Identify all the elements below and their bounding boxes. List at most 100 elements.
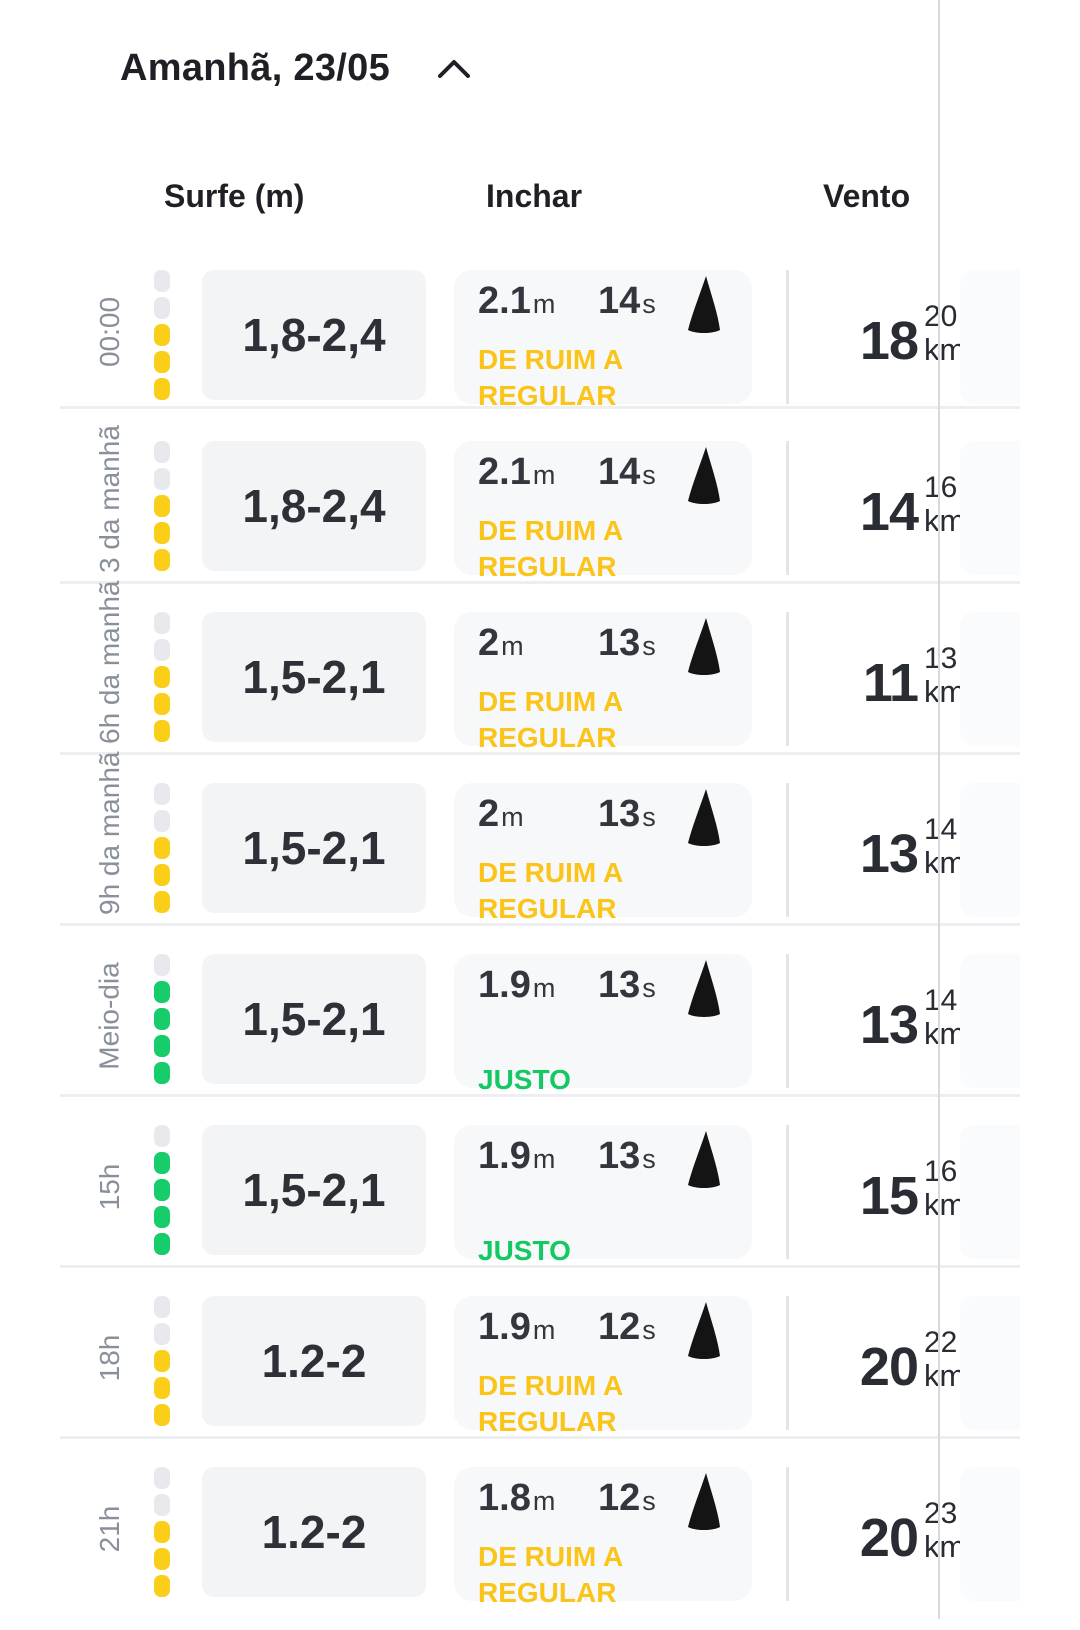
- wind-unit-km: km: [924, 1529, 966, 1564]
- time-label-wrap: 9h da manhã: [60, 751, 160, 915]
- swell-period-value: 13: [598, 964, 641, 1006]
- rating-segment: [154, 1494, 170, 1516]
- swell-height-value: 1.9: [478, 1306, 531, 1348]
- day-title: Amanhã, 23/05: [120, 46, 391, 89]
- swell-direction-arrow-icon: [688, 447, 720, 504]
- rating-segment: [154, 1062, 170, 1084]
- time-label: 21h: [94, 1505, 125, 1553]
- wind-divider: [786, 783, 789, 917]
- rating-segment: [154, 1296, 170, 1318]
- next-column-card: [960, 441, 1020, 575]
- swell-period-unit: s: [642, 631, 656, 661]
- swell-period-unit: s: [642, 1315, 656, 1345]
- swell-card: 1.9m 13s JUSTO: [454, 1125, 752, 1266]
- forecast-row[interactable]: 00:00 1,8-2,4 2.1m 14s DE RUIM A REGULAR 18 20…: [60, 262, 1020, 433]
- swell-period: 13s: [598, 1135, 656, 1178]
- wind-divider: [786, 441, 789, 575]
- time-label: 3 da manhã: [94, 425, 125, 573]
- wind-speed: 11: [862, 653, 919, 713]
- rating-segment: [154, 1125, 170, 1147]
- wind-divider: [786, 612, 789, 746]
- next-column-card: [960, 270, 1020, 404]
- time-label-wrap: 3 da manhã: [60, 425, 160, 573]
- row-separator: [60, 581, 1020, 584]
- rating-segment: [154, 378, 170, 400]
- row-separator: [60, 406, 1020, 409]
- day-header[interactable]: Amanhã, 23/05: [120, 40, 474, 96]
- next-column-card: [960, 612, 1020, 746]
- forecast-row[interactable]: 6h da manhã 1,5-2,1 2m 13s DE RUIM A REGULAR…: [60, 581, 1020, 775]
- swell-direction-arrow-icon: [688, 1131, 720, 1188]
- column-header-swell: Inchar: [486, 178, 583, 214]
- row-separator: [60, 1094, 1020, 1097]
- forecast-row[interactable]: 9h da manhã 1,5-2,1 2m 13s DE RUIM A REGULAR…: [60, 751, 1020, 946]
- forecast-row[interactable]: 3 da manhã 1,8-2,4 2.1m 14s DE RUIM A REGULA…: [60, 425, 1020, 604]
- wind-gust: 20: [924, 300, 958, 333]
- time-label: 00:00: [94, 296, 125, 368]
- rating-segment: [154, 639, 170, 661]
- rating-segment: [154, 891, 170, 913]
- swell-card: 1.9m 13s JUSTO: [454, 954, 752, 1095]
- swell-height: 2m: [478, 793, 524, 836]
- next-column-card: [960, 954, 1020, 1088]
- row-separator: [60, 1436, 1020, 1439]
- swell-period: 14s: [598, 451, 656, 494]
- scroll-divider-line: [938, 0, 940, 1619]
- surf-height: 1,5-2,1: [202, 1125, 426, 1255]
- rating-segment: [154, 612, 170, 634]
- swell-period-value: 13: [598, 793, 641, 835]
- swell-period-value: 12: [598, 1306, 641, 1348]
- wind-gust: 14: [924, 813, 958, 846]
- rating-segment: [154, 468, 170, 490]
- wind-divider: [786, 954, 789, 1088]
- rating-segment: [154, 270, 170, 292]
- time-label-wrap: 21h: [60, 1459, 160, 1599]
- swell-height: 2.1m: [478, 451, 555, 494]
- wind-unit-km: km: [924, 1187, 966, 1222]
- rating-segment: [154, 1035, 170, 1057]
- swell-height-value: 2: [478, 622, 500, 664]
- swell-card: 2m 13s DE RUIM A REGULAR: [454, 612, 752, 753]
- wind-speed: 20: [859, 1337, 919, 1397]
- swell-card: 2.1m 14s DE RUIM A REGULAR: [454, 441, 752, 582]
- time-label-wrap: 6h da manhã: [60, 581, 160, 744]
- swell-height-unit: m: [532, 289, 556, 319]
- rating-segment: [154, 1152, 170, 1174]
- rating-segment: [154, 351, 170, 373]
- swell-period: 13s: [598, 964, 656, 1007]
- surf-height: 1,5-2,1: [202, 954, 426, 1084]
- surf-height: 1.2-2: [202, 1296, 426, 1426]
- rating-segment: [154, 1008, 170, 1030]
- wind-speed: 15: [859, 1166, 919, 1226]
- rating-segment: [154, 297, 170, 319]
- swell-card: 2.1m 14s DE RUIM A REGULAR: [454, 270, 752, 411]
- wind-speed: 20: [859, 1508, 919, 1568]
- surf-rating-bar: [154, 1467, 170, 1602]
- swell-card: 2m 13s DE RUIM A REGULAR: [454, 783, 752, 924]
- wind-divider: [786, 270, 789, 404]
- surf-height: 1,8-2,4: [202, 441, 426, 571]
- swell-period-value: 12: [598, 1477, 641, 1519]
- chevron-up-icon[interactable]: [434, 48, 474, 88]
- surf-height: 1,8-2,4: [202, 270, 426, 400]
- next-column-card: [960, 783, 1020, 917]
- surf-height: 1,5-2,1: [202, 783, 426, 913]
- time-label: 9h da manhã: [94, 751, 125, 915]
- swell-height-unit: m: [501, 802, 524, 832]
- surf-rating-bar: [154, 1125, 170, 1260]
- time-label-wrap: 18h: [60, 1288, 160, 1428]
- condition-label: DE RUIM A REGULAR: [478, 344, 623, 411]
- next-column-card: [960, 1296, 1020, 1430]
- swell-direction-arrow-icon: [688, 618, 720, 675]
- rating-segment: [154, 981, 170, 1003]
- row-separator: [60, 1265, 1020, 1268]
- rating-segment: [154, 1467, 170, 1489]
- rating-segment: [154, 1575, 170, 1597]
- swell-height-unit: m: [532, 1315, 556, 1345]
- rating-segment: [154, 495, 170, 517]
- rating-segment: [154, 549, 170, 571]
